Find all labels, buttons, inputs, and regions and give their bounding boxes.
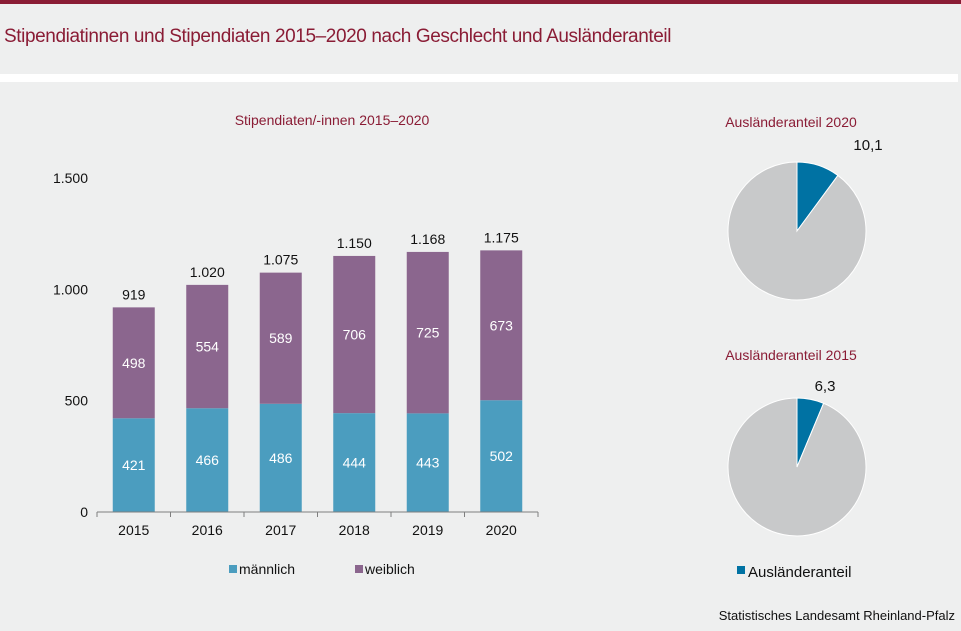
- x-tick-label: 2015: [118, 522, 149, 538]
- bar-value-label: 725: [416, 325, 440, 341]
- bar-legend: männlich weiblich: [229, 561, 415, 577]
- bar-weiblich-2018: [333, 255, 376, 414]
- legend-swatch-weiblich: [355, 565, 363, 573]
- header-separator: [0, 74, 958, 82]
- bar-value-label: 444: [343, 455, 367, 471]
- bar-maennlich-2018: [333, 413, 376, 512]
- bar-value-label: 673: [490, 317, 514, 333]
- pie-2020-title: Ausländeranteil 2020: [725, 114, 857, 130]
- bar-weiblich-2016: [186, 284, 229, 409]
- x-axis: 2015 2016 2017 2018 2019 2020: [96, 511, 539, 538]
- x-tick-label: 2020: [486, 522, 517, 538]
- pie-legend: Ausländeranteil: [737, 564, 851, 581]
- bar-maennlich-2020: [480, 400, 523, 512]
- source-note: Statistisches Landesamt Rheinland-Pfalz: [718, 608, 955, 623]
- bar-value-label: 502: [490, 448, 514, 464]
- y-tick-label: 500: [65, 393, 89, 409]
- bar-weiblich-2019: [406, 251, 449, 414]
- bar-maennlich-2016: [186, 408, 229, 512]
- bar-series: 421 498 919 466 554 1.020 486 589 1.075 444 706 1.1…: [112, 229, 523, 512]
- x-tick-label: 2017: [265, 522, 296, 538]
- bar-value-label: 466: [196, 452, 220, 468]
- bar-total-label: 1.020: [190, 264, 225, 280]
- y-axis: 0 500 1.000 1.500: [53, 170, 88, 520]
- x-tick-label: 2018: [339, 522, 370, 538]
- pie-value-label: 10,1: [853, 137, 882, 154]
- legend-label: Ausländeranteil: [748, 564, 851, 581]
- bar-value-label: 421: [122, 457, 146, 473]
- pie-slice-rest: [727, 161, 867, 301]
- bar-value-label: 554: [196, 339, 220, 355]
- bar-value-label: 443: [416, 455, 440, 471]
- bar-weiblich-2015: [112, 307, 155, 419]
- bar-maennlich-2017: [259, 403, 302, 512]
- bar-total-label: 1.150: [337, 235, 372, 251]
- bar-value-label: 589: [269, 330, 293, 346]
- bar-value-label: 498: [122, 355, 146, 371]
- bar-total-label: 1.168: [410, 231, 445, 247]
- bar-total-label: 1.175: [484, 229, 519, 245]
- pie-value-label: 6,3: [815, 378, 836, 395]
- bar-value-label: 706: [343, 327, 367, 343]
- bar-weiblich-2020: [480, 250, 523, 401]
- y-tick-label: 1.500: [53, 170, 88, 186]
- bar-chart-title: Stipendiaten/-innen 2015–2020: [235, 112, 430, 128]
- page-title: Stipendiatinnen und Stipendiaten 2015–20…: [4, 26, 672, 47]
- legend-label: weiblich: [364, 561, 415, 577]
- y-tick-label: 0: [80, 504, 88, 520]
- bar-total-label: 919: [122, 286, 146, 302]
- legend-label: männlich: [239, 561, 295, 577]
- pie-2020: 10,1: [727, 137, 883, 301]
- pie-2015: 6,3: [727, 378, 867, 537]
- bar-weiblich-2017: [259, 272, 302, 404]
- legend-swatch-maennlich: [229, 565, 237, 573]
- x-tick-label: 2019: [412, 522, 443, 538]
- bar-maennlich-2015: [112, 418, 155, 512]
- bar-value-label: 486: [269, 450, 293, 466]
- legend-swatch-auslaenderanteil: [737, 566, 745, 574]
- y-tick-label: 1.000: [53, 281, 88, 297]
- pie-2015-title: Ausländeranteil 2015: [725, 347, 857, 363]
- bar-maennlich-2019: [406, 413, 449, 512]
- top-accent-bar: [0, 0, 961, 4]
- x-tick-label: 2016: [192, 522, 223, 538]
- bar-total-label: 1.075: [263, 252, 298, 268]
- pie-slice-rest: [727, 397, 867, 537]
